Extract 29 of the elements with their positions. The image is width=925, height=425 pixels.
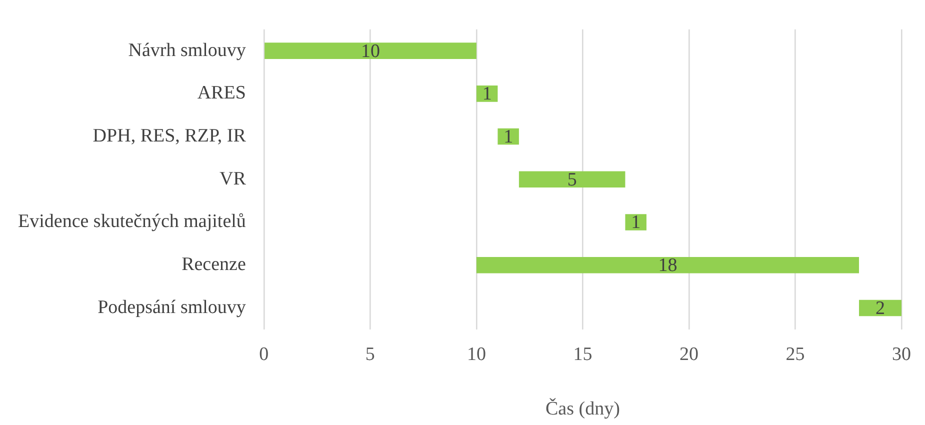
y-tick-label: Návrh smlouvy: [128, 40, 246, 61]
data-label: 2: [875, 298, 885, 319]
bar: [625, 214, 646, 230]
x-tick-label: 10: [466, 344, 486, 365]
data-label: 1: [631, 212, 641, 234]
x-tick-label: 20: [679, 344, 698, 365]
data-label: 18: [658, 255, 678, 276]
bar: [858, 300, 902, 316]
y-tick-label: Recenze: [182, 254, 246, 276]
data-label: 1: [504, 126, 514, 148]
bar: [476, 256, 859, 274]
bar: [498, 128, 519, 145]
bar: [264, 42, 476, 59]
y-tick-label: Podepsání smlouvy: [98, 296, 246, 318]
y-tick-label: DPH, RES, RZP, IR: [92, 126, 246, 147]
x-tick-label: 5: [365, 344, 375, 365]
x-tick-label: 30: [892, 344, 911, 365]
x-axis-title: Čas (dny): [546, 398, 620, 420]
x-tick-label: 25: [786, 344, 805, 365]
bar: [518, 171, 626, 188]
y-tick-label: Evidence skutečných majitelů: [18, 211, 246, 232]
x-tick-label: 0: [259, 344, 269, 365]
x-tick-label: 15: [573, 344, 592, 365]
y-tick-label: VR: [220, 168, 246, 190]
y-tick-label: ARES: [197, 82, 246, 104]
bar: [476, 86, 498, 102]
data-label: 5: [567, 169, 577, 190]
data-label: 10: [361, 40, 380, 62]
data-label: 1: [482, 84, 492, 105]
